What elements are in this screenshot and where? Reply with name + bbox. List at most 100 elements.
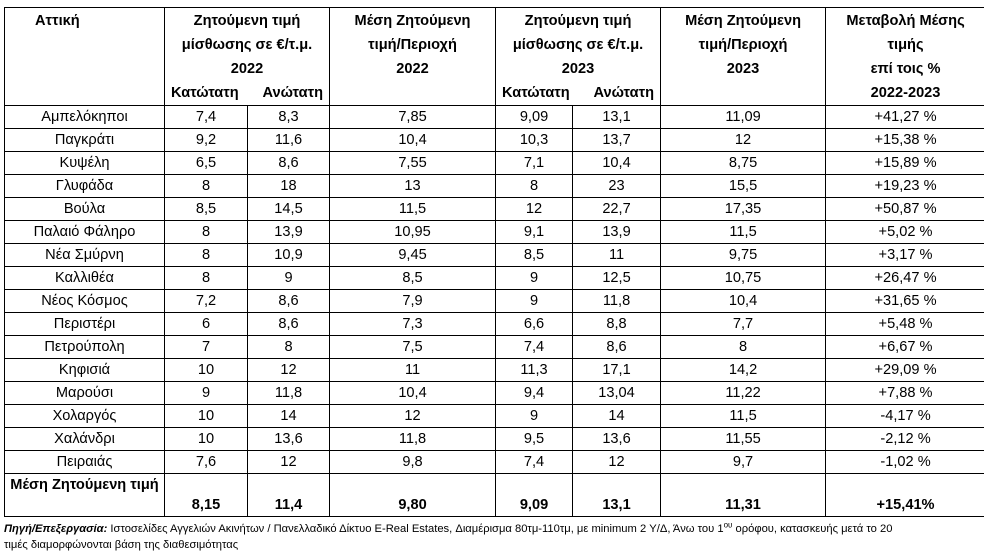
header-max-2022: Ανώτατη xyxy=(262,85,324,101)
header-min-2022: Κατώτατη xyxy=(171,85,239,101)
table-row: Καλλιθέα 8 9 8,5 9 12,5 10,75 +26,47 % xyxy=(4,266,984,290)
source-superscript: ου xyxy=(723,520,733,530)
cell-max-2022: 8,3 xyxy=(246,105,331,129)
footnote-line-2: τιμές διαμορφώνονται βάση της διαθεσιμότ… xyxy=(4,539,239,551)
header-min-2023: Κατώτατη xyxy=(502,85,570,101)
cell-min-2022: 10 xyxy=(164,404,248,428)
cell-area: Περιστέρι xyxy=(4,312,165,336)
cell-avg-2023: 9,75 xyxy=(660,243,827,267)
cell-min-2023: 8,5 xyxy=(495,243,574,267)
table-row: Βούλα 8,5 14,5 11,5 12 22,7 17,35 +50,87 % xyxy=(4,197,984,221)
cell-min-2023: 7,4 xyxy=(495,450,574,474)
cell-max-2023: 10,4 xyxy=(572,151,662,175)
cell-min-2023: 10,3 xyxy=(495,128,574,152)
avg-cell-min-2022: 8,15 xyxy=(164,473,248,517)
cell-avg-2022: 10,4 xyxy=(329,128,497,152)
cell-max-2022: 14 xyxy=(246,404,331,428)
cell-avg-2023: 10,4 xyxy=(660,289,827,313)
cell-min-2023: 7,4 xyxy=(495,335,574,359)
cell-max-2023: 13,7 xyxy=(572,128,662,152)
cell-area: Πετρούπολη xyxy=(4,335,165,359)
cell-avg-2022: 7,85 xyxy=(329,105,497,129)
cell-area: Κυψέλη xyxy=(4,151,165,175)
cell-max-2022: 14,5 xyxy=(246,197,331,221)
table-row: Χαλάνδρι 10 13,6 11,8 9,5 13,6 11,55 -2,12 % xyxy=(4,427,984,451)
cell-max-2022: 11,8 xyxy=(246,381,331,405)
cell-avg-2023: 12 xyxy=(660,128,827,152)
cell-min-2022: 6,5 xyxy=(164,151,248,175)
avg-cell-area: Μέση Ζητούμενη τιμή xyxy=(4,473,165,517)
cell-area: Χαλάνδρι xyxy=(4,427,165,451)
table-row: Πειραιάς 7,6 12 9,8 7,4 12 9,7 -1,02 % xyxy=(4,450,984,474)
cell-avg-2022: 10,4 xyxy=(329,381,497,405)
average-row: Μέση Ζητούμενη τιμή 8,15 11,4 9,80 9,09 13,1 1… xyxy=(4,473,984,517)
cell-area: Βούλα xyxy=(4,197,165,221)
cell-area: Νέα Σμύρνη xyxy=(4,243,165,267)
cell-min-2022: 9,2 xyxy=(164,128,248,152)
cell-max-2022: 13,6 xyxy=(246,427,331,451)
cell-avg-2023: 7,7 xyxy=(660,312,827,336)
table-row: Περιστέρι 6 8,6 7,3 6,6 8,8 7,7 +5,48 % xyxy=(4,312,984,336)
header-row: Αττική Ζητούμενη τιμή μίσθωσης σε €/τ.μ.… xyxy=(4,7,984,106)
table-row: Νέα Σμύρνη 8 10,9 9,45 8,5 11 9,75 +3,17 % xyxy=(4,243,984,267)
cell-avg-2022: 7,5 xyxy=(329,335,497,359)
cell-avg-2022: 8,5 xyxy=(329,266,497,290)
table-row: Μαρούσι 9 11,8 10,4 9,4 13,04 11,22 +7,88 % xyxy=(4,381,984,405)
cell-change: +31,65 % xyxy=(825,289,984,313)
cell-avg-2022: 13 xyxy=(329,174,497,198)
cell-min-2023: 9,1 xyxy=(495,220,574,244)
cell-max-2023: 14 xyxy=(572,404,662,428)
cell-max-2023: 13,6 xyxy=(572,427,662,451)
cell-avg-2023: 11,09 xyxy=(660,105,827,129)
cell-avg-2023: 11,55 xyxy=(660,427,827,451)
table-row: Παλαιό Φάληρο 8 13,9 10,95 9,1 13,9 11,5 +5,02 … xyxy=(4,220,984,244)
table-row: Αμπελόκηποι 7,4 8,3 7,85 9,09 13,1 11,09 +41,27… xyxy=(4,105,984,129)
cell-change: +50,87 % xyxy=(825,197,984,221)
cell-avg-2023: 11,5 xyxy=(660,220,827,244)
cell-change: +29,09 % xyxy=(825,358,984,382)
cell-min-2022: 8 xyxy=(164,243,248,267)
table-row: Νέος Κόσμος 7,2 8,6 7,9 9 11,8 10,4 +31,65 % xyxy=(4,289,984,313)
cell-max-2022: 8,6 xyxy=(246,289,331,313)
cell-min-2022: 8,5 xyxy=(164,197,248,221)
table-row: Κηφισιά 10 12 11 11,3 17,1 14,2 +29,09 % xyxy=(4,358,984,382)
header-change: Μεταβολή Μέσης τιμής επί τοις % 2022-202… xyxy=(825,7,984,106)
cell-max-2022: 11,6 xyxy=(246,128,331,152)
cell-min-2023: 9,4 xyxy=(495,381,574,405)
table-row: Παγκράτι 9,2 11,6 10,4 10,3 13,7 12 +15,38 % xyxy=(4,128,984,152)
cell-area: Νέος Κόσμος xyxy=(4,289,165,313)
cell-change: +7,88 % xyxy=(825,381,984,405)
cell-min-2022: 8 xyxy=(164,220,248,244)
cell-max-2022: 12 xyxy=(246,450,331,474)
cell-min-2023: 9 xyxy=(495,266,574,290)
cell-change: +6,67 % xyxy=(825,335,984,359)
cell-area: Παλαιό Φάληρο xyxy=(4,220,165,244)
avg-cell-avg-2022: 9,80 xyxy=(329,473,497,517)
cell-change: +26,47 % xyxy=(825,266,984,290)
cell-min-2023: 9 xyxy=(495,404,574,428)
cell-max-2023: 8,8 xyxy=(572,312,662,336)
table-row: Χολαργός 10 14 12 9 14 11,5 -4,17 % xyxy=(4,404,984,428)
cell-min-2022: 6 xyxy=(164,312,248,336)
cell-avg-2022: 7,3 xyxy=(329,312,497,336)
cell-area: Κηφισιά xyxy=(4,358,165,382)
cell-avg-2022: 9,8 xyxy=(329,450,497,474)
cell-min-2023: 9 xyxy=(495,289,574,313)
cell-max-2023: 22,7 xyxy=(572,197,662,221)
cell-change: -1,02 % xyxy=(825,450,984,474)
cell-max-2023: 13,9 xyxy=(572,220,662,244)
header-rent-2022: Ζητούμενη τιμή μίσθωσης σε €/τ.μ. 2022 Κ… xyxy=(163,7,331,106)
cell-max-2023: 13,1 xyxy=(572,105,662,129)
cell-avg-2023: 8,75 xyxy=(660,151,827,175)
cell-max-2023: 13,04 xyxy=(572,381,662,405)
cell-area: Χολαργός xyxy=(4,404,165,428)
cell-min-2022: 7,4 xyxy=(164,105,248,129)
cell-avg-2023: 11,5 xyxy=(660,404,827,428)
table-body: Αμπελόκηποι 7,4 8,3 7,85 9,09 13,1 11,09 +41,27… xyxy=(4,105,984,517)
table-row: Πετρούπολη 7 8 7,5 7,4 8,6 8 +6,67 % xyxy=(4,335,984,359)
cell-avg-2022: 12 xyxy=(329,404,497,428)
cell-min-2022: 7,6 xyxy=(164,450,248,474)
table-footnote: Πηγή/Επεξεργασία: Ιστοσελίδες Αγγελιών Α… xyxy=(4,521,984,553)
cell-min-2023: 6,6 xyxy=(495,312,574,336)
cell-min-2023: 7,1 xyxy=(495,151,574,175)
